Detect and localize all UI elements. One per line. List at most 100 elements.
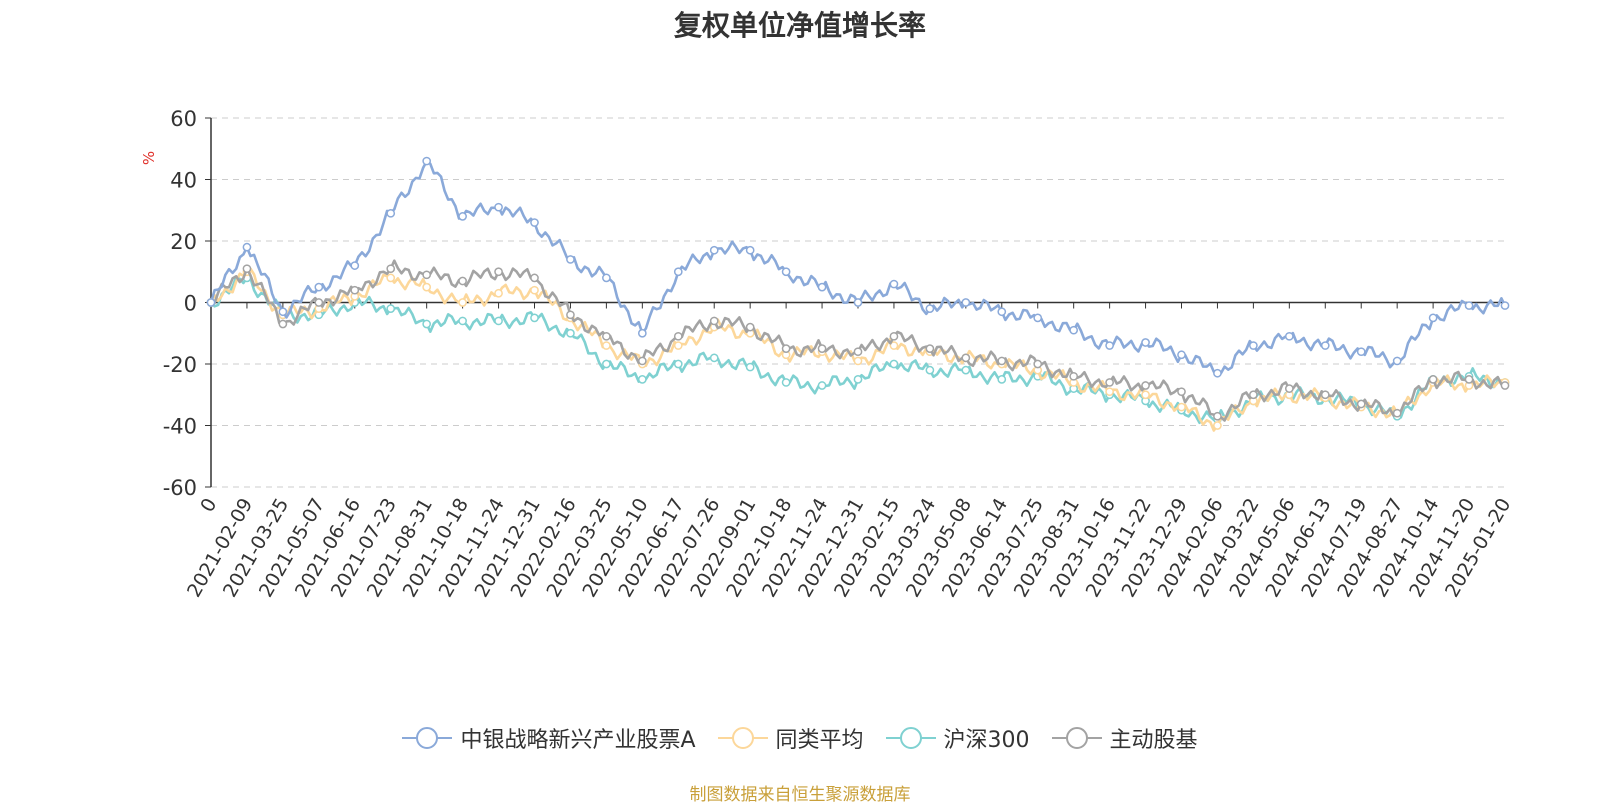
data-point [242, 264, 252, 274]
data-point [278, 319, 288, 329]
data-point [673, 341, 683, 350]
data-point [889, 359, 899, 369]
data-point [745, 245, 755, 255]
y-axis-label: % [140, 151, 158, 165]
chart-title: 复权单位净值增长率 [673, 9, 926, 42]
data-point [1392, 356, 1402, 366]
data-point [1284, 384, 1294, 393]
data-point [781, 267, 791, 277]
legend-label: 中银战略新兴产业股票A [460, 728, 696, 753]
data-point [637, 356, 647, 366]
data-point [1105, 378, 1114, 387]
data-point [1177, 350, 1186, 360]
data-point [1356, 399, 1366, 409]
y-tick-label: -60 [163, 476, 197, 500]
data-point [494, 316, 503, 326]
data-point [1213, 411, 1222, 421]
data-point [853, 298, 863, 307]
data-point [1141, 338, 1150, 347]
y-tick-label: 40 [170, 169, 197, 193]
data-point [817, 282, 827, 292]
data-point [1033, 313, 1043, 323]
data-point [709, 245, 719, 255]
data-point [673, 267, 683, 277]
legend-label: 主动股基 [1109, 728, 1198, 753]
data-point [422, 156, 432, 166]
data-point [1464, 375, 1474, 384]
legend-line-circle-icon [1051, 727, 1102, 749]
data-point [709, 353, 719, 363]
data-point [386, 304, 396, 313]
data-point [1249, 341, 1258, 350]
data-point [1249, 390, 1258, 400]
data-point [458, 298, 467, 307]
data-point [458, 212, 467, 221]
x-tick-label: 0 [196, 495, 221, 516]
data-point [602, 273, 611, 283]
data-point [1392, 408, 1402, 418]
y-tick-label: 0 [184, 292, 197, 316]
data-point [206, 298, 216, 307]
data-point [1141, 381, 1150, 390]
data-point [1105, 341, 1114, 350]
data-point [889, 331, 899, 341]
data-source-note: 制图数据来自恒生聚源数据库 [689, 785, 911, 805]
chart-legend: 中银战略新兴产业股票A 同类平均 沪深300 主动股基 [0, 722, 1600, 754]
data-point [1177, 402, 1186, 412]
data-point [853, 347, 863, 357]
legend-item[interactable]: 主动股基 [1051, 722, 1198, 754]
data-point [817, 381, 827, 390]
data-point [1069, 371, 1079, 381]
data-point [530, 273, 539, 283]
data-point [242, 242, 252, 252]
data-point [1105, 387, 1114, 397]
data-point [1320, 390, 1330, 400]
legend-label: 同类平均 [775, 728, 864, 753]
data-point [1356, 347, 1366, 357]
data-point [745, 322, 755, 332]
data-point [817, 344, 827, 353]
legend-item[interactable]: 沪深300 [885, 722, 1030, 754]
data-point [1464, 301, 1474, 310]
data-point [1213, 421, 1222, 430]
line-chart: 6040200-20-40-60%02021-02-092021-03-2520… [140, 107, 1515, 601]
data-point [1033, 359, 1043, 369]
data-point [961, 298, 971, 307]
data-point [422, 270, 432, 280]
data-point [602, 359, 611, 369]
data-point [350, 285, 360, 295]
data-point [530, 313, 539, 323]
data-point [889, 279, 899, 289]
data-point [1428, 313, 1438, 323]
data-point [386, 273, 396, 283]
data-point [925, 304, 935, 313]
data-point [853, 375, 863, 384]
data-point [458, 316, 467, 326]
data-point [1500, 301, 1510, 310]
data-point [350, 261, 360, 270]
data-point [637, 328, 647, 338]
series-line [209, 159, 1507, 375]
data-point [925, 344, 935, 353]
y-tick-label: 20 [170, 230, 197, 254]
data-point [278, 307, 288, 317]
data-point [961, 353, 971, 363]
data-point [1177, 387, 1186, 397]
data-point [1428, 375, 1438, 384]
data-point [422, 282, 432, 292]
data-point [781, 378, 791, 387]
data-point [997, 307, 1007, 317]
data-point [1213, 368, 1222, 378]
data-point [997, 375, 1007, 384]
legend-line-circle-icon [402, 727, 453, 749]
legend-line-circle-icon [717, 727, 768, 749]
data-point [1141, 390, 1150, 400]
legend-item[interactable]: 同类平均 [717, 722, 864, 754]
legend-line-circle-icon [885, 727, 936, 749]
legend-item[interactable]: 中银战略新兴产业股票A [402, 722, 696, 754]
data-point [745, 362, 755, 372]
data-point [997, 356, 1007, 366]
data-point [386, 264, 396, 274]
y-tick-label: -40 [163, 415, 197, 439]
data-point [673, 359, 683, 369]
